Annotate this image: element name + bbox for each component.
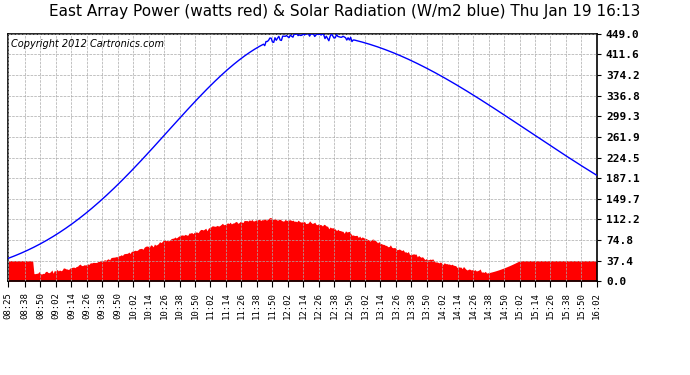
- Text: Copyright 2012 Cartronics.com: Copyright 2012 Cartronics.com: [11, 39, 164, 49]
- Text: East Array Power (watts red) & Solar Radiation (W/m2 blue) Thu Jan 19 16:13: East Array Power (watts red) & Solar Rad…: [49, 4, 641, 19]
